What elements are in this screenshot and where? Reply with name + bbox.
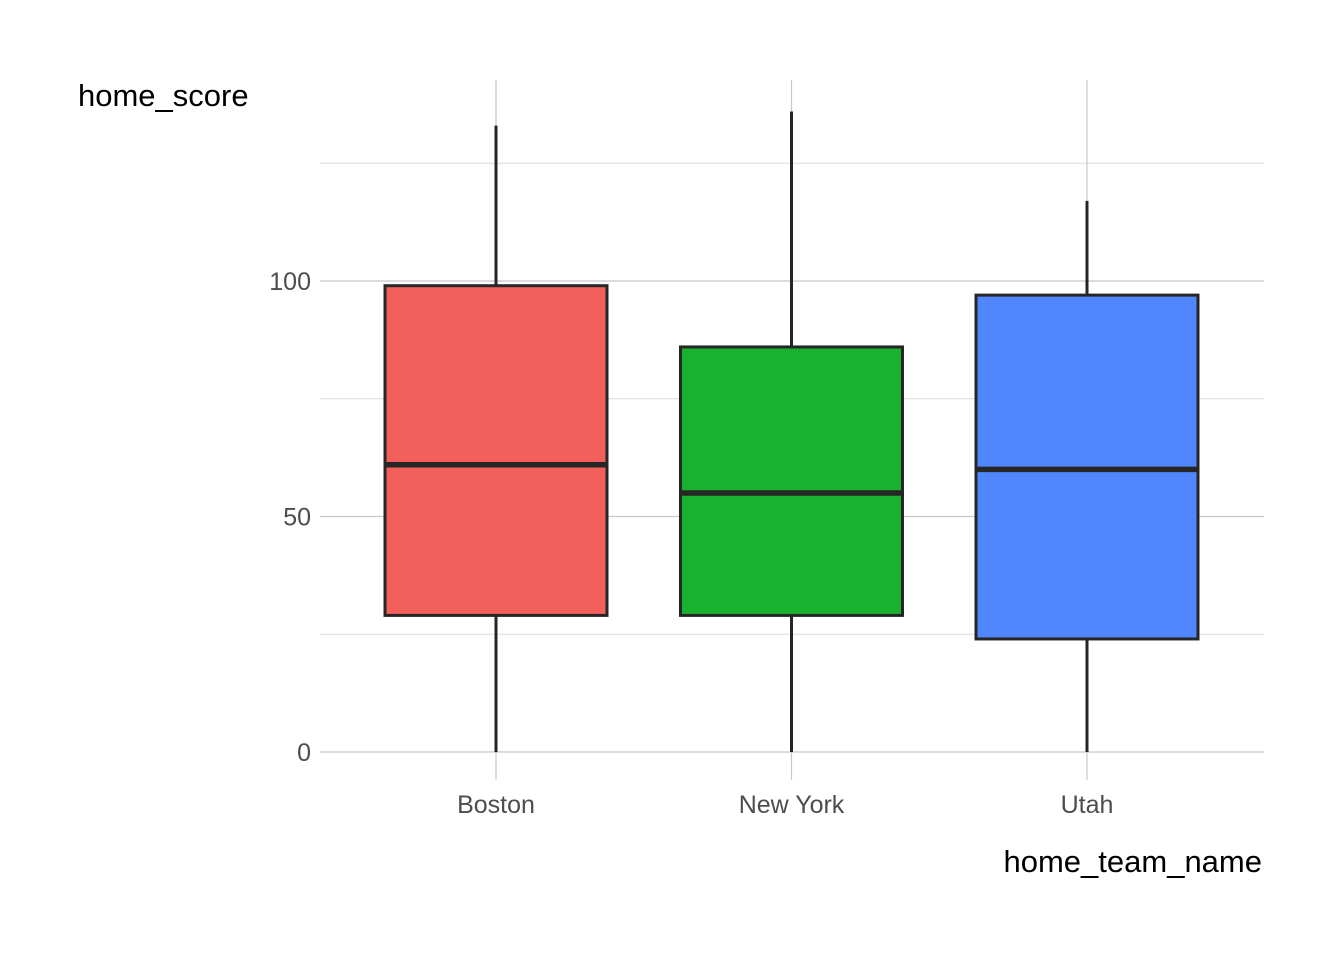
x-axis-title: home_team_name [1004, 844, 1263, 879]
box-boston [383, 125, 609, 752]
box-iqr [383, 284, 609, 617]
y-tick-label: 100 [269, 268, 311, 296]
box-utah [974, 200, 1200, 752]
box-new-york [679, 111, 904, 752]
x-tick-label: Boston [457, 791, 535, 819]
y-tick-label: 0 [297, 739, 311, 767]
boxes [383, 111, 1200, 752]
y-tick-label: 50 [283, 504, 311, 532]
y-axis-title: home_score [78, 78, 249, 113]
x-tick-label: Utah [1061, 791, 1114, 819]
tick-labels: 0 50 100 Boston New York Utah [269, 268, 1113, 819]
box-iqr [679, 345, 904, 617]
x-tick-label: New York [739, 791, 845, 819]
